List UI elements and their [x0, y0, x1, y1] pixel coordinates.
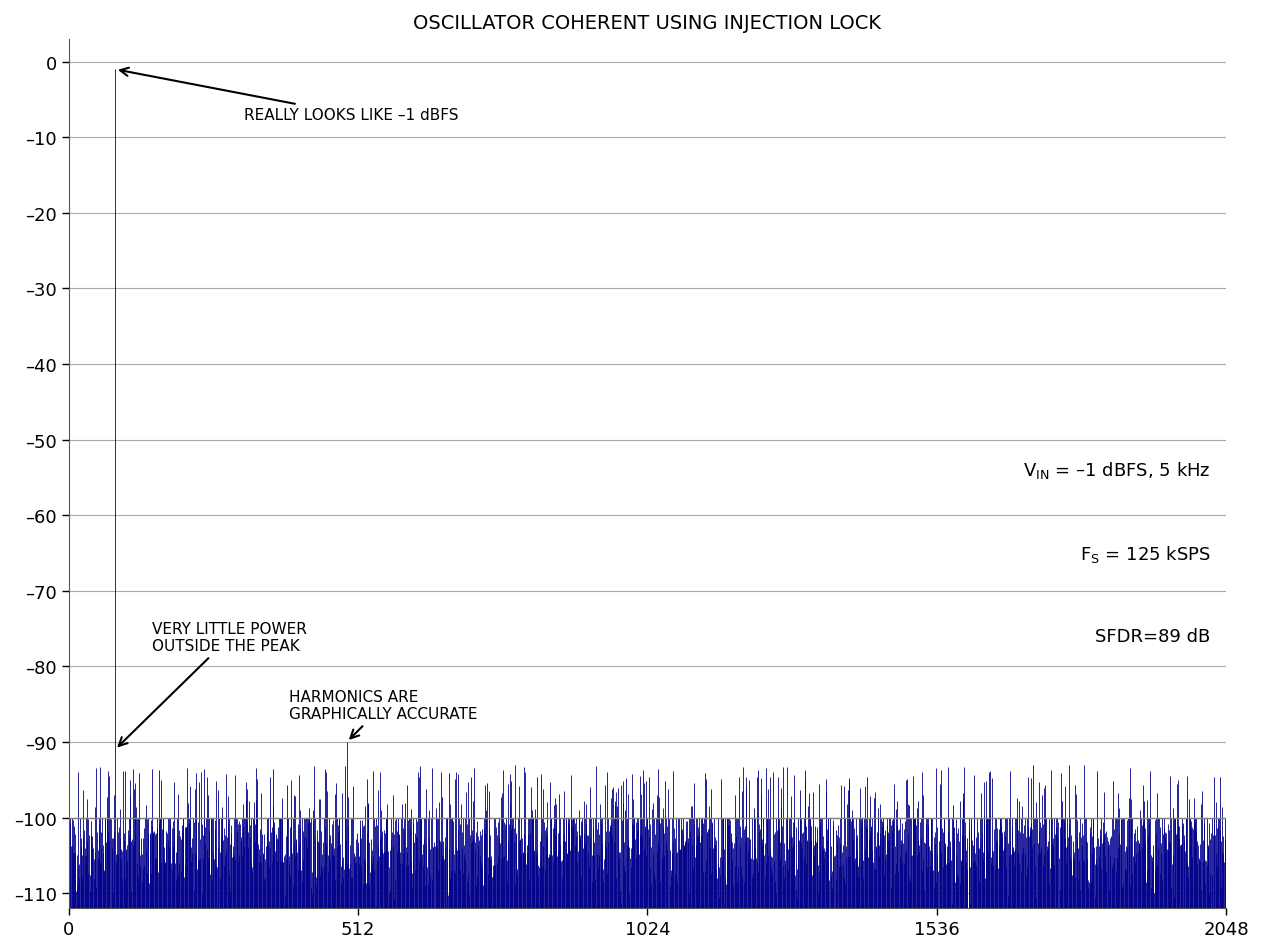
Text: $\mathregular{F_S}$ = 125 kSPS: $\mathregular{F_S}$ = 125 kSPS: [1080, 543, 1210, 564]
Text: HARMONICS ARE
GRAPHICALLY ACCURATE: HARMONICS ARE GRAPHICALLY ACCURATE: [289, 689, 477, 739]
Title: OSCILLATOR COHERENT USING INJECTION LOCK: OSCILLATOR COHERENT USING INJECTION LOCK: [413, 14, 882, 33]
Text: SFDR=89 dB: SFDR=89 dB: [1095, 627, 1210, 645]
Text: REALLY LOOKS LIKE –1 dBFS: REALLY LOOKS LIKE –1 dBFS: [120, 69, 458, 123]
Text: VERY LITTLE POWER
OUTSIDE THE PEAK: VERY LITTLE POWER OUTSIDE THE PEAK: [119, 622, 307, 746]
Text: $\mathregular{V_{IN}}$ = –1 dBFS, 5 kHz: $\mathregular{V_{IN}}$ = –1 dBFS, 5 kHz: [1023, 460, 1210, 481]
